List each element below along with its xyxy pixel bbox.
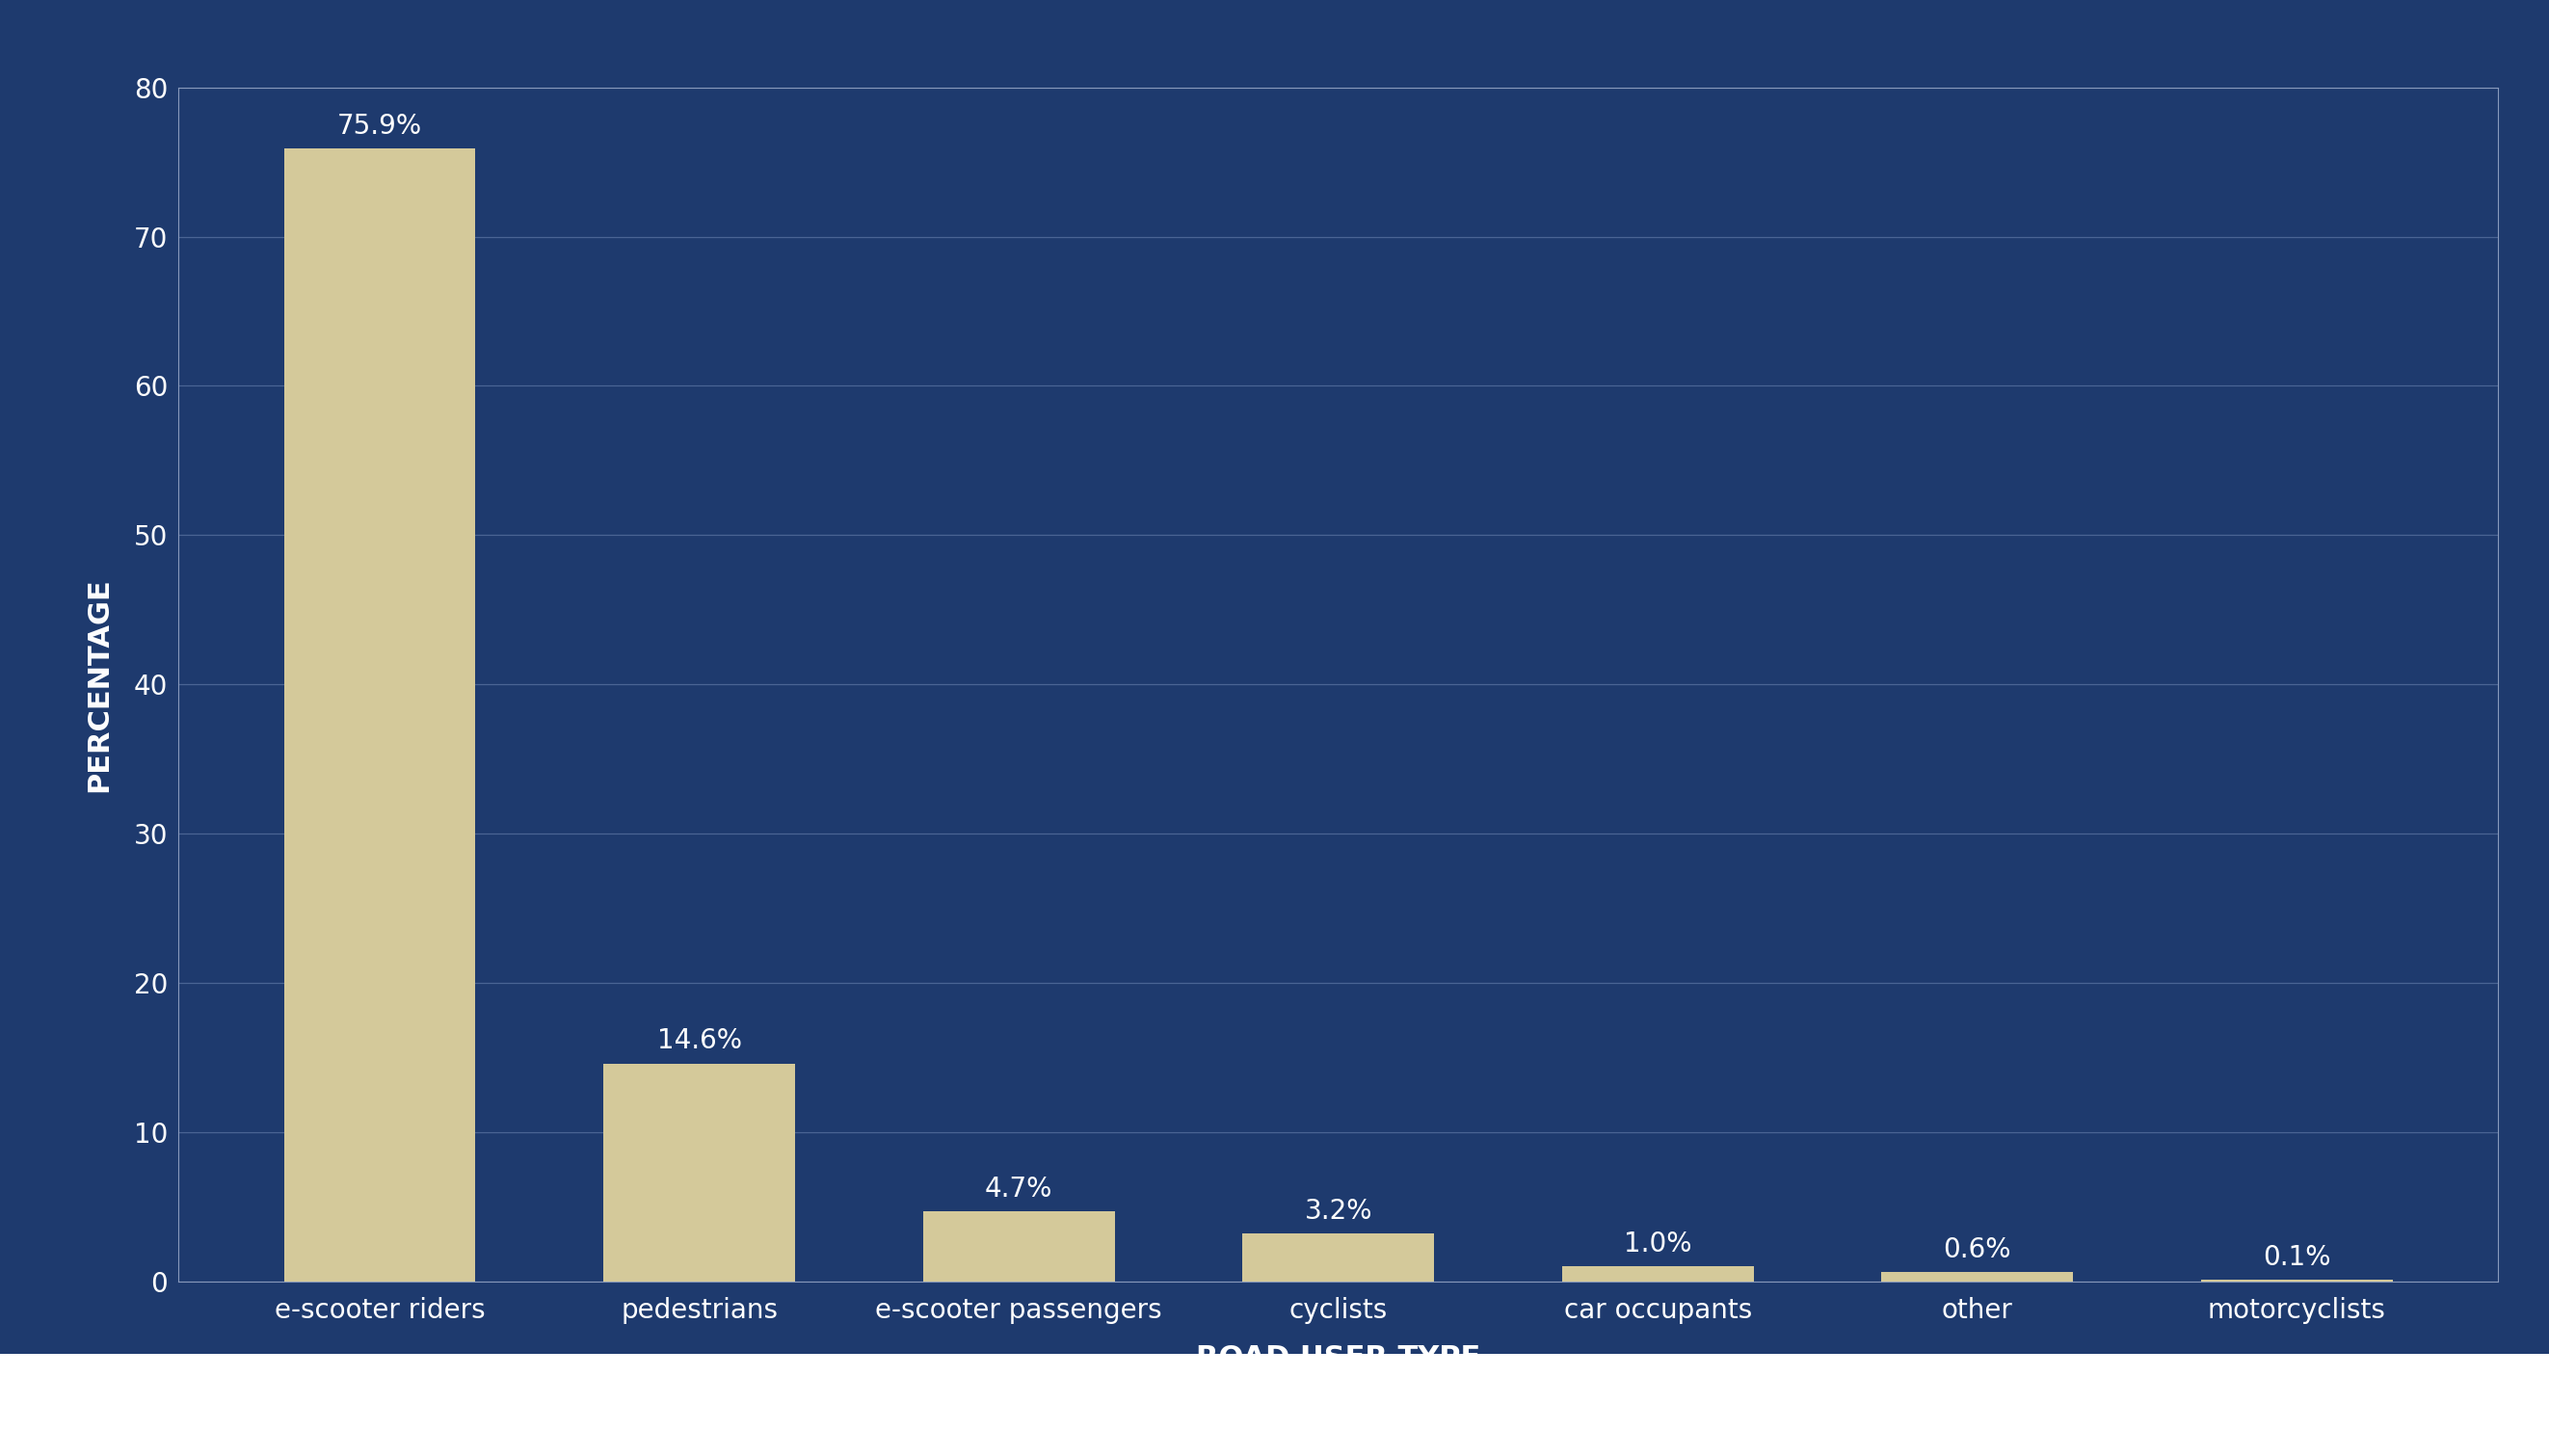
Text: 3.2%: 3.2% <box>1305 1198 1371 1224</box>
Text: 75.9%: 75.9% <box>336 112 423 140</box>
Bar <box>2200 1280 2394 1281</box>
Bar <box>283 149 477 1281</box>
X-axis label: ROAD USER TYPE: ROAD USER TYPE <box>1195 1344 1481 1373</box>
Text: 0.6%: 0.6% <box>1942 1236 2011 1264</box>
Bar <box>604 1063 795 1281</box>
Y-axis label: PERCENTAGE: PERCENTAGE <box>87 577 115 792</box>
Bar <box>1241 1233 1435 1281</box>
Text: 14.6%: 14.6% <box>658 1028 742 1054</box>
Text: 1.0%: 1.0% <box>1624 1230 1693 1258</box>
Bar <box>1881 1273 2072 1281</box>
Bar <box>923 1211 1114 1281</box>
Text: 4.7%: 4.7% <box>984 1175 1053 1203</box>
Bar <box>1563 1267 1754 1281</box>
Text: 0.1%: 0.1% <box>2264 1243 2330 1271</box>
